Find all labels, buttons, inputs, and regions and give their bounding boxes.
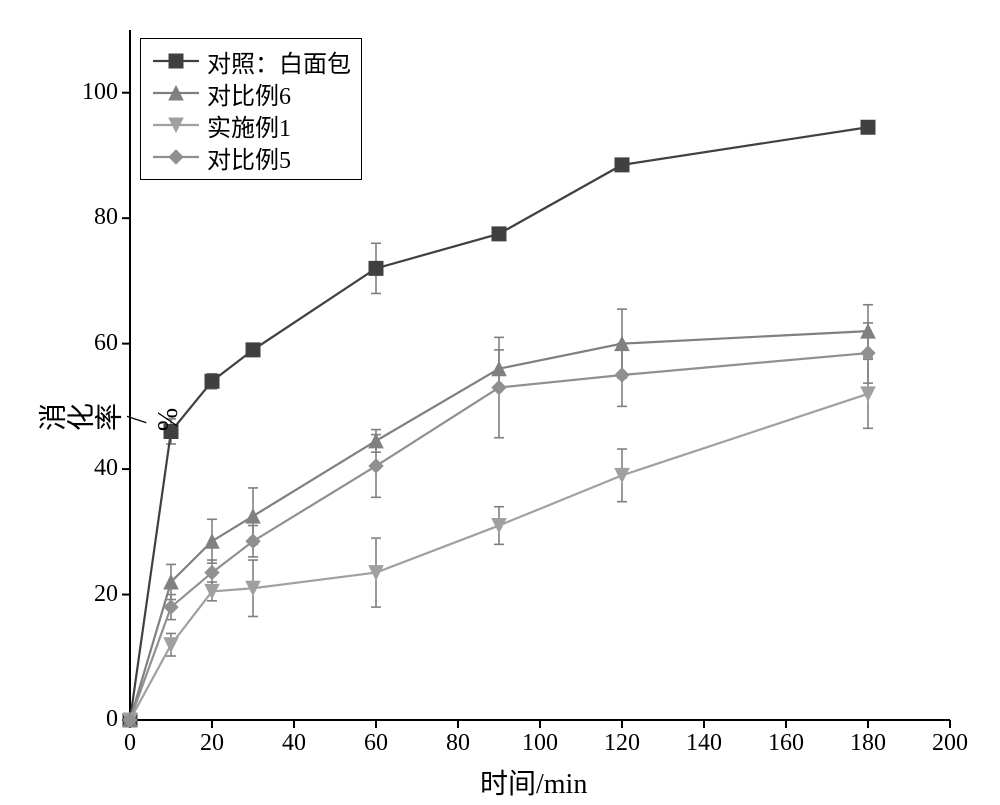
legend-swatch-s3 — [151, 147, 201, 167]
legend-row-s1: 对比例6 — [151, 77, 351, 109]
y-tick-label: 20 — [58, 581, 118, 608]
y-tick-label: 0 — [58, 706, 118, 733]
marker-s0 — [615, 158, 629, 172]
marker-s0 — [369, 261, 383, 275]
legend-label-s3: 对比例5 — [207, 140, 291, 175]
legend-swatch-s2 — [151, 115, 201, 135]
marker-s1 — [246, 509, 260, 523]
marker-s2 — [492, 519, 506, 533]
legend-swatch-s1 — [151, 83, 201, 103]
marker-s3 — [615, 368, 629, 382]
legend-label-s1: 对比例6 — [207, 76, 291, 111]
y-tick-label: 80 — [58, 204, 118, 231]
chart-container: 消化率/% 时间/min 对照：白面包对比例6实施例1对比例5 0 20 40 60 8… — [0, 0, 1000, 805]
x-tick-label: 60 — [351, 730, 401, 757]
x-tick-label: 120 — [597, 730, 647, 757]
series-line-s2 — [130, 394, 868, 720]
marker-s3 — [492, 381, 506, 395]
legend-row-s0: 对照：白面包 — [151, 45, 351, 77]
x-axis-label: 时间/min — [480, 762, 587, 802]
legend-label-s2: 实施例1 — [207, 108, 291, 143]
legend-label-s0: 对照：白面包 — [207, 44, 351, 79]
x-tick-label: 100 — [515, 730, 565, 757]
marker-s2 — [615, 468, 629, 482]
x-tick-label: 80 — [433, 730, 483, 757]
x-tick-label: 20 — [187, 730, 237, 757]
x-tick-label: 140 — [679, 730, 729, 757]
marker-s1 — [369, 434, 383, 448]
x-tick-label: 40 — [269, 730, 319, 757]
legend: 对照：白面包对比例6实施例1对比例5 — [140, 38, 362, 180]
y-tick-label: 100 — [58, 79, 118, 106]
marker-s0 — [205, 374, 219, 388]
marker-s2 — [861, 387, 875, 401]
y-tick-label: 60 — [58, 330, 118, 357]
marker-s3 — [369, 459, 383, 473]
x-tick-label: 180 — [843, 730, 893, 757]
y-tick-label: 40 — [58, 455, 118, 482]
x-tick-label: 160 — [761, 730, 811, 757]
legend-row-s3: 对比例5 — [151, 141, 351, 173]
x-tick-label: 0 — [105, 730, 155, 757]
marker-s0 — [492, 227, 506, 241]
x-tick-label: 200 — [925, 730, 975, 757]
marker-s0 — [861, 120, 875, 134]
legend-swatch-s0 — [151, 51, 201, 71]
legend-row-s2: 实施例1 — [151, 109, 351, 141]
marker-s2 — [164, 638, 178, 652]
y-axis-label: 消化率/% — [38, 400, 184, 440]
marker-s0 — [246, 343, 260, 357]
marker-s1 — [205, 534, 219, 548]
